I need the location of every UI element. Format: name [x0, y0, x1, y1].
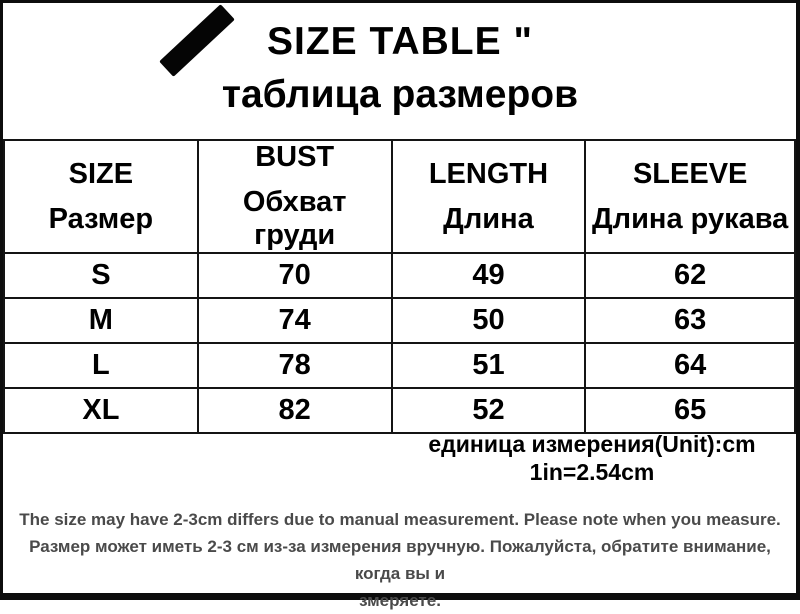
table-header-row: SIZE Размер BUST Обхват груди LENGTH Дли… [3, 139, 796, 254]
header-length-en: LENGTH [428, 157, 549, 190]
disclaimer-line-ru: Размер может иметь 2-3 см из-за измерени… [29, 537, 771, 583]
size-table: SIZE Размер BUST Обхват груди LENGTH Дли… [3, 139, 796, 434]
cell-sleeve-s: 62 [584, 252, 796, 299]
title-block: SIZE TABLE " таблица размеров [3, 15, 797, 121]
header-cell-size: SIZE Размер [3, 139, 199, 254]
unit-note-line1: единица измерения(Unit):cm [428, 431, 756, 457]
cell-sleeve-m: 63 [584, 297, 796, 344]
header-cell-bust: BUST Обхват груди [196, 139, 393, 254]
unit-note-line2: 1in=2.54cm [529, 459, 655, 485]
cell-size-m: M [3, 297, 199, 344]
header-sleeve-en: SLEEVE [632, 157, 748, 190]
cell-bust-s: 70 [196, 252, 393, 299]
cell-length-l: 51 [390, 342, 587, 389]
page-title-ru: таблица размеров [221, 73, 579, 116]
header-size-en: SIZE [68, 157, 134, 190]
header-bust-en: BUST [255, 141, 335, 173]
cell-length-m: 50 [390, 297, 587, 344]
cell-size-s: S [3, 252, 199, 299]
header-size-ru: Размер [48, 202, 154, 235]
header-sleeve-ru: Длина рукава [592, 202, 789, 235]
cell-bust-m: 74 [196, 297, 393, 344]
table-row-l: L 78 51 64 [3, 342, 796, 389]
header-bust-ru: Обхват груди [242, 186, 347, 251]
page-title-en: SIZE TABLE " [267, 20, 533, 63]
cell-bust-l: 78 [196, 342, 393, 389]
unit-note: единица измерения(Unit):cm 1in=2.54cm [391, 430, 793, 486]
cell-size-xl: XL [3, 387, 199, 434]
header-length-ru: Длина [443, 202, 534, 235]
cell-sleeve-xl: 65 [584, 387, 796, 434]
cell-bust-xl: 82 [196, 387, 393, 434]
table-row-s: S 70 49 62 [3, 252, 796, 299]
cell-size-l: L [3, 342, 199, 389]
table-row-m: M 74 50 63 [3, 297, 796, 344]
cell-sleeve-l: 64 [584, 342, 796, 389]
table-row-xl: XL 82 52 65 [3, 387, 796, 434]
header-cell-sleeve: SLEEVE Длина рукава [584, 139, 796, 254]
cell-length-xl: 52 [390, 387, 587, 434]
cell-length-s: 49 [390, 252, 587, 299]
measurement-disclaimer: The size may have 2-3cm differs due to m… [11, 506, 789, 614]
disclaimer-line-ru2: змеряете. [359, 591, 441, 610]
disclaimer-line-en: The size may have 2-3cm differs due to m… [19, 510, 781, 529]
header-cell-length: LENGTH Длина [390, 139, 587, 254]
